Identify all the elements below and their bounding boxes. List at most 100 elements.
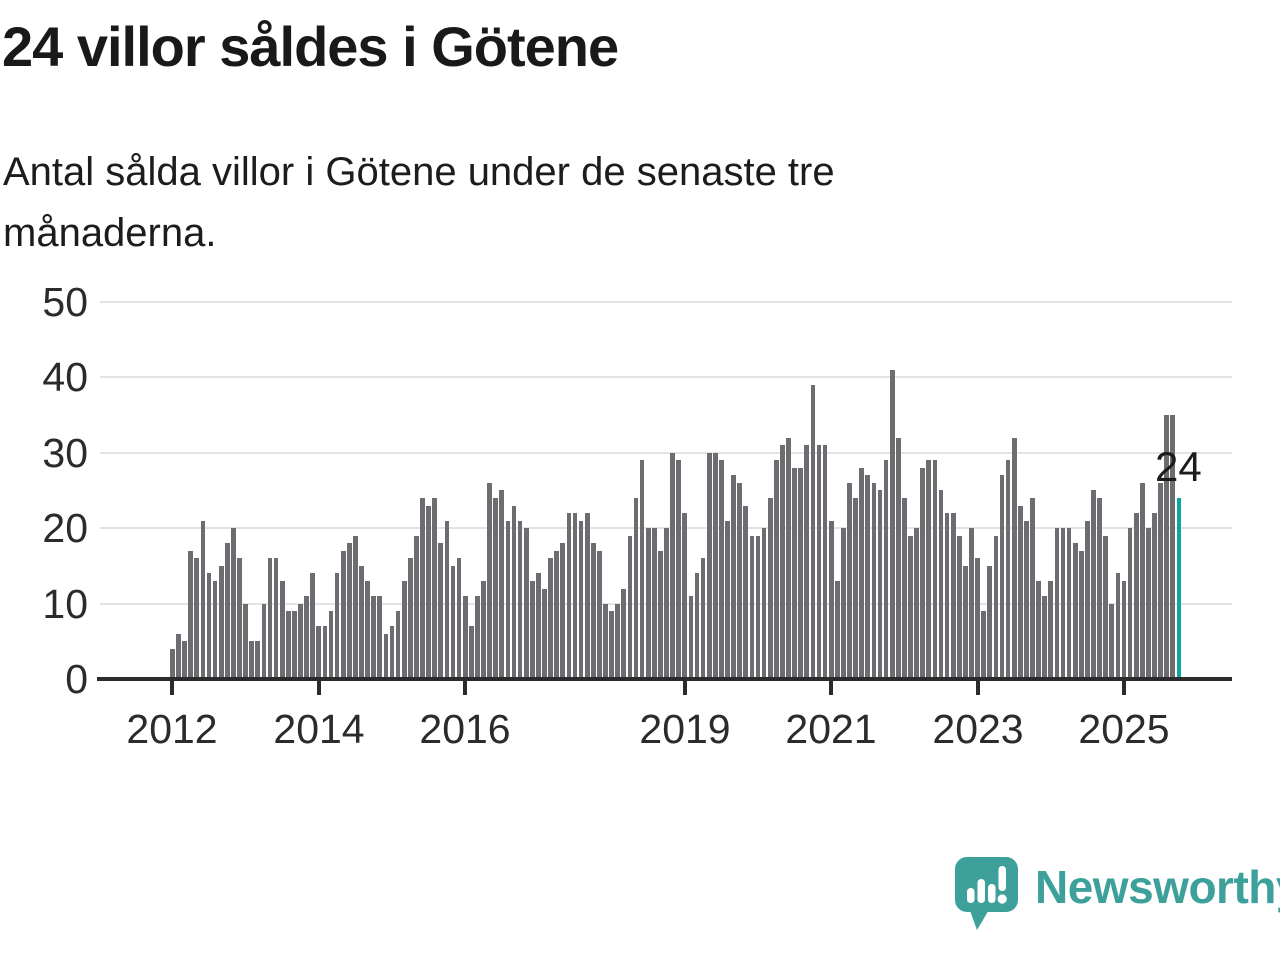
bar [383,634,389,679]
bar [450,566,456,679]
bar [255,641,261,679]
bar [462,596,468,679]
x-axis-label: 2012 [126,706,218,752]
bar [218,566,224,679]
bar [487,483,492,679]
bar [658,551,663,679]
bar [590,543,596,679]
bar [1139,483,1145,679]
bar [249,641,255,679]
bar [432,498,438,679]
bar [1085,521,1090,679]
bar [932,460,938,679]
x-axis-label: 2023 [932,706,1024,752]
bar [908,536,913,679]
bar [499,490,505,679]
bar [1164,415,1170,679]
bar [529,581,535,679]
bar [322,626,328,679]
bar [853,498,858,679]
bar [231,528,236,679]
bar [877,490,883,679]
bar [719,460,724,679]
bar [755,536,761,679]
bar [1127,528,1133,679]
bar [804,445,810,679]
bar [554,551,560,679]
bar [292,611,297,679]
bar [786,438,791,679]
bar [188,551,194,679]
bar [1072,543,1078,679]
bar [359,566,364,679]
bar [542,589,547,679]
bar [285,611,291,679]
bar [950,513,956,679]
chart-title: 24 villor såldes i Götene [2,15,619,78]
bar [780,445,785,679]
x-axis-tick [1122,681,1126,695]
bar [328,611,334,679]
bar [176,634,181,679]
bar [426,506,431,679]
bar [639,460,645,679]
bar [560,543,566,679]
bar [1024,521,1029,679]
bar [688,596,694,679]
bar [816,445,822,679]
x-axis-label: 2025 [1078,706,1170,752]
bar [743,506,749,679]
bar [365,581,370,679]
x-axis-tick [829,681,833,695]
bar [420,498,425,679]
bar [767,498,773,679]
bar [1054,528,1060,679]
bar [438,543,444,679]
bar [1097,498,1102,679]
last-value-annotation: 24 [1155,443,1202,490]
bar [956,536,962,679]
bar [615,604,621,679]
bar [340,551,346,679]
bar [536,573,541,679]
bar [761,528,767,679]
bar [731,475,736,679]
x-axis-label: 2016 [419,706,511,752]
bar [749,536,755,679]
y-axis-label: 10 [42,581,88,627]
x-axis-tick [683,681,687,695]
bar [969,528,974,679]
y-axis-label: 20 [42,505,88,551]
bar [798,468,804,679]
bar [645,528,651,679]
bar [572,513,578,679]
x-axis-tick [976,681,980,695]
bar [353,536,358,679]
gridline [100,376,1232,378]
newsworthy-logo-icon [955,857,1018,930]
bar [1005,460,1011,679]
bar [481,581,486,679]
x-axis-line [97,677,1232,681]
bar [859,468,865,679]
bar [700,558,706,679]
y-axis-label: 40 [42,354,88,400]
bar [597,551,602,679]
bar [407,558,413,679]
bar [316,626,322,679]
bar [267,558,273,679]
bar [468,626,474,679]
x-axis-label: 2019 [639,706,731,752]
bar [633,498,639,679]
bar [963,566,968,679]
bar [902,498,907,679]
bar [377,596,383,679]
bar [712,453,718,679]
bar [243,604,248,679]
x-axis-tick [170,681,174,695]
bar [1109,604,1115,679]
bar [651,528,657,679]
bar [810,385,816,679]
bar [914,528,919,679]
